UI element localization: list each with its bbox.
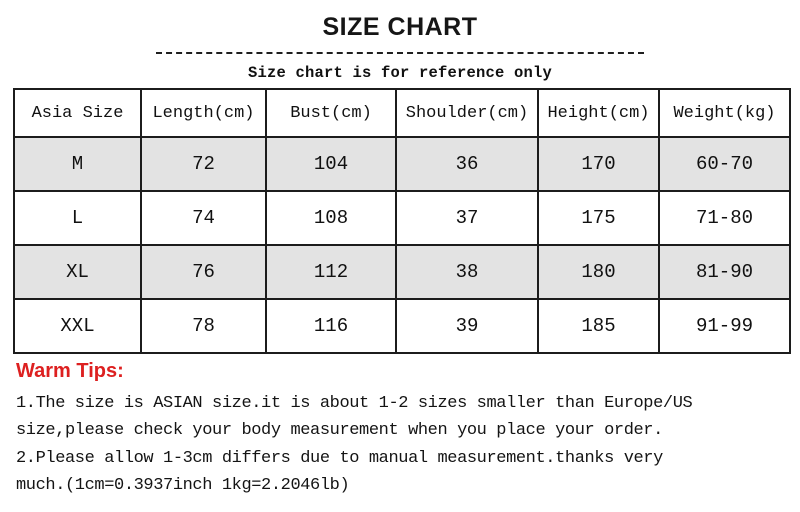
column-header-shoulder: Shoulder(cm)	[395, 88, 539, 138]
column-header-bust: Bust(cm)	[265, 88, 397, 138]
tips-line-1: 1.The size is ASIAN size.it is about 1-2…	[16, 394, 693, 413]
size-cell: XL	[13, 244, 142, 300]
length-cell: 72	[140, 136, 267, 192]
column-header-asia-size: Asia Size	[13, 88, 142, 138]
length-cell: 76	[140, 244, 267, 300]
column-header-weight: Weight(kg)	[658, 88, 791, 138]
shoulder-cell: 38	[395, 244, 539, 300]
length-cell: 74	[140, 190, 267, 246]
size-table: Asia Size Length(cm) Bust(cm) Shoulder(c…	[13, 88, 791, 354]
tips-line-3: 2.Please allow 1-3cm differs due to manu…	[16, 448, 663, 468]
bust-cell: 116	[265, 298, 397, 354]
weight-cell: 71-80	[658, 190, 791, 246]
weight-cell: 60-70	[658, 136, 791, 192]
table-header-row: Asia Size Length(cm) Bust(cm) Shoulder(c…	[13, 88, 791, 138]
table-row-xl: XL 76 112 38 180 81-90	[13, 244, 791, 300]
size-cell: XXL	[13, 298, 142, 354]
shoulder-cell: 37	[395, 190, 539, 246]
tips-line-2: size,please check your body measurement …	[16, 421, 663, 441]
bust-cell: 112	[265, 244, 397, 300]
reference-note: Size chart is for reference only	[247, 64, 553, 82]
warm-tips-section: Warm Tips: 1.The size is ASIAN size.it i…	[16, 360, 800, 500]
height-cell: 180	[537, 244, 660, 300]
bust-cell: 108	[265, 190, 397, 246]
shoulder-cell: 36	[395, 136, 539, 192]
page-title: SIZE CHART	[322, 13, 478, 41]
weight-cell: 91-99	[658, 298, 791, 354]
column-header-length: Length(cm)	[140, 88, 267, 138]
height-cell: 185	[537, 298, 660, 354]
table-row-l: L 74 108 37 175 71-80	[13, 190, 791, 246]
shoulder-cell: 39	[395, 298, 539, 354]
bust-cell: 104	[265, 136, 397, 192]
table-row-m: M 72 104 36 170 60-70	[13, 136, 791, 192]
length-cell: 78	[140, 298, 267, 354]
column-header-height: Height(cm)	[537, 88, 660, 138]
height-cell: 175	[537, 190, 660, 246]
dashed-divider	[156, 52, 644, 54]
size-chart-sheet: SIZE CHART Size chart is for reference o…	[0, 12, 800, 500]
weight-cell: 81-90	[658, 244, 791, 300]
size-cell: L	[13, 190, 142, 246]
table-row-xxl: XXL 78 116 39 185 91-99	[13, 298, 791, 354]
size-cell: M	[13, 136, 142, 192]
warm-tips-heading: Warm Tips:	[16, 360, 124, 382]
height-cell: 170	[537, 136, 660, 192]
tips-line-4: much.(1cm=0.3937inch 1kg=2.2046lb)	[16, 476, 350, 496]
